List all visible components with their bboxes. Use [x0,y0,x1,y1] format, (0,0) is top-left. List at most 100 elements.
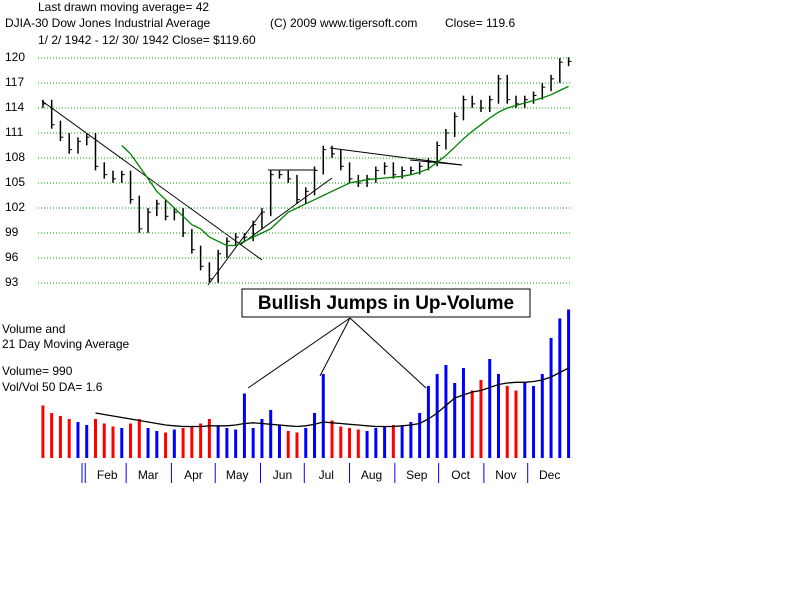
y-tick-label: 99 [5,225,19,239]
copyright: (C) 2009 www.tigersoft.com [270,16,417,30]
volume-bar [383,426,387,458]
y-tick-label: 117 [5,75,24,89]
volume-bar [461,368,465,458]
volume-bar [295,432,299,458]
annotation-box [241,288,531,318]
volume-bar [137,419,141,458]
ratio-label: Vol/Vol 50 DA= 1.6 [2,380,103,394]
annotation-arrow [349,317,427,389]
volume-bar [540,374,544,458]
x-tick-label: Sep [406,468,428,482]
volume-bar [400,426,404,458]
volume-bar [58,416,62,458]
volume-bar [269,410,273,458]
volume-bar [76,422,80,458]
volume-bar [479,380,483,458]
moving-average [121,85,569,247]
annotation-arrow [319,317,351,377]
x-tick-label: Apr [184,468,203,482]
close-label: Close= 119.6 [445,16,515,30]
volume-bar [321,374,325,458]
x-tick-label: Nov [495,468,516,482]
trendlines [41,100,463,286]
volume-bar [277,425,281,458]
volume-bar [207,419,211,458]
x-tick-label: Feb [97,468,118,482]
volume-title: 21 Day Moving Average [2,337,130,351]
volume-bar [304,428,308,458]
volume-bar [93,419,97,458]
x-tick-label: Jun [273,468,292,482]
volume-bar [146,428,150,458]
volume-bar [313,413,317,458]
volume-bar [190,426,194,458]
volume-bar [251,428,255,458]
volume-bar [374,428,378,458]
volume-bar [286,431,290,458]
volume-bar [348,428,352,458]
trendline [41,100,263,261]
y-tick-label: 111 [5,125,24,139]
y-tick-label: 120 [5,50,25,64]
volume-moving-average [95,367,569,428]
volume-bar [523,383,527,458]
trendline [239,177,333,246]
x-tick-label: Mar [138,468,159,482]
volume-bar [365,431,369,458]
volume-bar [155,431,159,458]
volume-bar [330,420,334,458]
trendline [329,147,463,166]
volume-bar [488,359,492,458]
x-tick-label: Jul [319,468,334,482]
volume-bar [111,426,115,458]
y-tick-label: 93 [5,275,19,289]
volume-bar [426,386,430,458]
volume-bar [435,374,439,458]
volume-bar [199,423,203,458]
y-tick-label: 105 [5,175,25,189]
volume-bar [496,374,500,458]
x-tick-label: Oct [451,468,470,482]
volume-bar [558,318,562,458]
volume-title: Volume and [2,322,65,336]
volume-bar [339,426,343,458]
volume-bar [409,422,413,458]
volume-bar [549,338,553,458]
y-tick-label: 102 [5,200,25,214]
volume-bar [260,419,264,458]
volume-bar [102,423,106,458]
volume-bar [453,383,457,458]
volume-bar [514,390,518,458]
volume-bar [216,426,220,458]
volume-bar [234,429,238,458]
volume-bar [129,423,133,458]
volume-bar [120,428,124,458]
volume-bar [67,419,71,458]
volume-bar [181,428,185,458]
volume-bar [164,432,168,458]
volume-bar [50,413,54,458]
y-tick-label: 114 [5,100,24,114]
header: Last drawn moving average= 42 [38,0,209,14]
volume-bar [505,386,509,458]
volume-bar [172,429,176,458]
volume-label: Volume= 990 [2,364,73,378]
x-tick-label: Dec [539,468,560,482]
volume-bar [242,393,246,458]
volume-bar [470,390,474,458]
volume-bar [567,309,571,458]
volume-bar [356,429,360,458]
annotation: Bullish Jumps in Up-Volume [258,293,514,314]
volume-bar [85,425,89,458]
subtitle: 1/ 2/ 1942 - 12/ 30/ 1942 Close= $119.60 [38,33,256,47]
annotation-arrow [247,317,351,389]
volume-bar [41,405,45,458]
x-tick-label: May [226,468,249,482]
volume-bar [418,413,422,458]
y-tick-label: 108 [5,150,25,164]
volume-bar [532,386,536,458]
volume-bar [444,365,448,458]
x-tick-label: Aug [361,468,382,482]
y-tick-label: 96 [5,250,19,264]
